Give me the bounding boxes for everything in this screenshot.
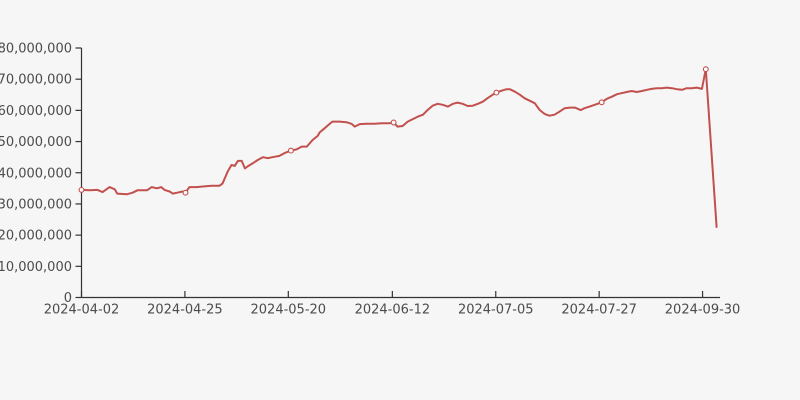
data-point-marker: [493, 89, 500, 96]
y-axis-tick-label: 0: [64, 291, 72, 306]
y-axis-tick-label: 10,000,000: [0, 260, 72, 275]
y-axis-tick-label: 20,000,000: [0, 229, 72, 244]
x-axis-tick-label: 2024-07-27: [561, 303, 637, 318]
data-point-marker: [702, 66, 709, 73]
y-axis-tick-label: 70,000,000: [0, 73, 72, 88]
x-axis-tick-label: 2024-05-20: [251, 303, 327, 318]
y-axis-tick-label: 30,000,000: [0, 197, 72, 212]
y-axis-tick-label: 80,000,000: [0, 42, 72, 57]
y-axis-tick-label: 40,000,000: [0, 166, 72, 181]
y-axis-tick-label: 60,000,000: [0, 104, 72, 119]
data-point-marker: [287, 147, 294, 154]
data-point-marker: [78, 186, 85, 193]
trend-line: [80, 68, 718, 228]
y-axis-tick-label: 50,000,000: [0, 135, 72, 150]
x-axis-tick-label: 2024-04-25: [147, 303, 223, 318]
data-point-marker: [182, 189, 189, 196]
data-point-marker: [598, 99, 605, 106]
x-axis-tick-label: 2024-07-05: [458, 303, 534, 318]
x-axis-tick-label: 2024-06-12: [355, 303, 431, 318]
data-point-marker: [390, 119, 397, 126]
x-axis-tick-label: 2024-04-02: [44, 303, 120, 318]
x-axis-tick-label: 2024-09-30: [665, 303, 741, 318]
